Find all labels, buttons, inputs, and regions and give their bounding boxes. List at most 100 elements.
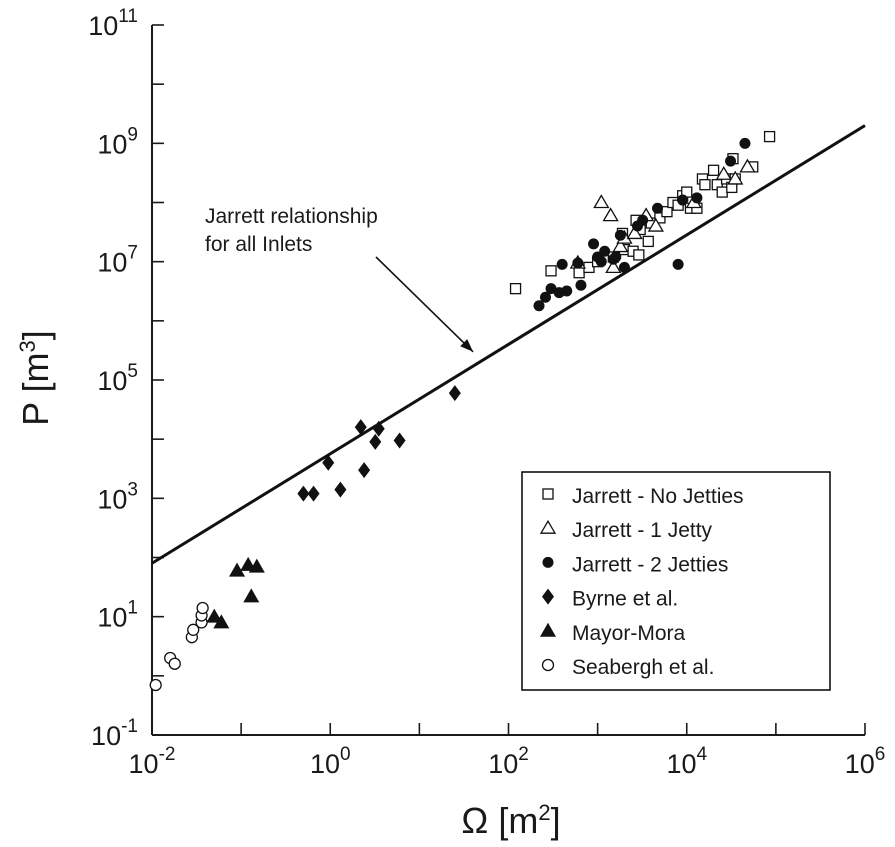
- annotation: Jarrett relationship for all Inlets: [205, 205, 474, 353]
- data-point: [297, 485, 310, 502]
- legend-marker: [540, 622, 556, 637]
- data-point: [354, 419, 367, 436]
- data-point: [727, 170, 744, 185]
- y-axis-title: P [m3]: [15, 330, 56, 426]
- data-point: [637, 214, 649, 226]
- y-tick-label: 103: [97, 479, 138, 514]
- legend-item: Jarrett - 2 Jetties: [542, 553, 728, 576]
- data-point: [599, 245, 611, 257]
- x-tick-label: 102: [488, 744, 529, 779]
- data-point: [243, 588, 260, 603]
- series-2: [533, 137, 751, 312]
- data-point: [725, 155, 737, 167]
- jarrett-fit-line: [151, 124, 866, 565]
- legend-label: Jarrett - No Jetties: [572, 485, 744, 508]
- data-point: [626, 225, 643, 240]
- y-tick-label: 105: [97, 361, 138, 396]
- legend-label: Jarrett - 1 Jetty: [572, 519, 713, 542]
- data-point: [605, 259, 622, 274]
- data-point: [168, 657, 181, 670]
- x-tick-label: 106: [845, 744, 886, 779]
- data-point: [588, 238, 600, 250]
- legend-marker: [542, 488, 554, 500]
- y-tick-label: 107: [97, 243, 138, 278]
- data-point: [602, 207, 619, 222]
- fit-line-layer: [151, 124, 866, 565]
- annotation-arrow-line: [375, 256, 474, 353]
- legend-item: Byrne et al.: [542, 588, 678, 611]
- legend-label: Jarrett - 2 Jetties: [572, 553, 728, 576]
- data-point: [739, 158, 756, 173]
- legend-marker: [542, 556, 554, 568]
- data-point: [575, 279, 587, 291]
- x-axis-title: Ω [m2]: [461, 800, 560, 841]
- data-point: [448, 385, 461, 402]
- data-point: [393, 432, 406, 449]
- annotation-text-line: Jarrett relationship: [205, 205, 378, 228]
- series-4: [206, 556, 265, 629]
- y-tick-label: 10-1: [91, 716, 138, 751]
- legend-marker: [539, 519, 557, 534]
- data-point: [149, 678, 162, 692]
- data-point: [672, 258, 684, 270]
- legend-box: [521, 471, 831, 691]
- legend-item: Jarrett - 1 Jetty: [539, 519, 713, 542]
- legend-item: Jarrett - No Jetties: [542, 485, 744, 508]
- data-point: [533, 300, 545, 312]
- legend-label: Mayor-Mora: [572, 622, 686, 645]
- data-point: [677, 194, 689, 206]
- data-point: [618, 261, 630, 273]
- data-point: [213, 614, 230, 629]
- y-tick-label: 1011: [88, 6, 138, 41]
- data-point: [369, 433, 382, 450]
- data-point: [561, 285, 573, 297]
- data-point: [322, 454, 335, 471]
- data-point: [614, 229, 626, 241]
- data-point: [739, 137, 751, 149]
- legend: Jarrett - No Jetties Jarrett - 1 Jetty Jar…: [521, 471, 831, 691]
- series-1: [569, 158, 756, 274]
- series-5: [149, 601, 209, 692]
- x-axis-ticks: 10-2 100 102 104 106: [129, 723, 886, 779]
- x-tick-label: 100: [310, 744, 351, 779]
- data-point: [716, 186, 728, 198]
- data-point: [647, 217, 664, 232]
- data-point: [556, 258, 568, 270]
- data-point: [545, 283, 557, 295]
- data-point: [691, 192, 703, 204]
- data-point: [539, 291, 551, 303]
- y-tick-label: 101: [97, 598, 138, 633]
- data-point: [715, 165, 732, 180]
- legend-marker: [541, 658, 555, 672]
- legend-marker: [542, 588, 554, 605]
- data-point: [661, 206, 673, 218]
- data-point: [334, 481, 347, 498]
- data-point: [763, 130, 776, 143]
- data-point: [545, 265, 557, 277]
- annotation-text-line: for all Inlets: [205, 233, 312, 256]
- data-point: [187, 623, 200, 636]
- annotation-arrow-head: [460, 339, 474, 352]
- data-point: [573, 267, 585, 279]
- data-point: [206, 608, 223, 623]
- data-point: [509, 282, 522, 295]
- y-tick-label: 109: [97, 124, 138, 159]
- data-point: [307, 485, 320, 502]
- data-point: [707, 164, 720, 176]
- data-point: [699, 179, 711, 191]
- data-point: [612, 238, 629, 253]
- data-point: [642, 235, 654, 248]
- series-3: [297, 385, 461, 502]
- x-tick-label: 10-2: [129, 744, 176, 779]
- data-point: [595, 256, 607, 268]
- data-point: [572, 257, 584, 269]
- series-0: [509, 130, 776, 295]
- y-axis-ticks: 10-1 101 103 105 107 109 1011: [88, 6, 164, 751]
- legend-item: Mayor-Mora: [540, 622, 686, 645]
- x-tick-label: 104: [666, 744, 707, 779]
- data-point: [196, 601, 209, 615]
- data-point: [229, 562, 246, 577]
- data-point: [593, 194, 610, 209]
- data-point: [248, 558, 265, 573]
